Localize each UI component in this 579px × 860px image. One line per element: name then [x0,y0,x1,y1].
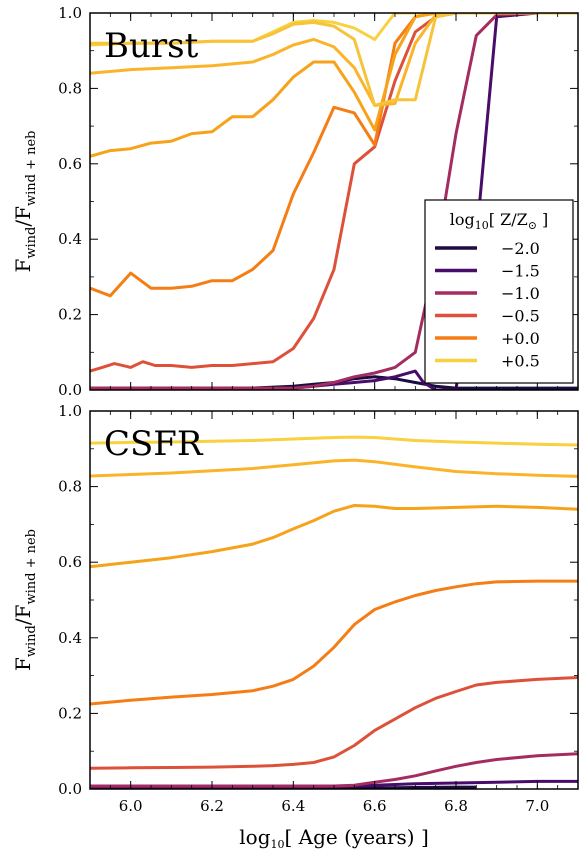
x-tick-label: 6.6 [363,797,387,815]
y-tick-label: 1.0 [58,4,82,22]
panel-csfr: 6.0 6.2 6.4 6.6 6.8 7.0 0.0 0.2 0.4 0.6 0.8 1.0 CSFR… [11,402,579,815]
y-tick-label: 0.4 [58,629,82,647]
legend-entry: −2.0 [501,239,540,258]
series-line-7 [90,13,578,107]
y-tick-label: 0.4 [58,230,82,248]
y-tick-label: 0.8 [58,79,82,97]
y-axis-label: Fwind/Fwind + neb [11,130,39,272]
y-tick-label: 0.6 [58,553,82,571]
y-tick-label: 0.6 [58,155,82,173]
legend-entry: +0.5 [501,352,540,371]
panel-burst: 0.0 0.2 0.4 0.6 0.8 1.0 Burst Fwind/Fwind + neb… [11,4,579,399]
panel-title: CSFR [104,424,204,464]
y-tick-label: 1.0 [58,402,82,420]
x-tick-label: 6.0 [119,797,143,815]
series-line-4 [90,579,578,706]
legend-entry: −1.5 [501,262,540,281]
legend-title: log10[ Z/Z⊙ ] [450,210,549,232]
y-tick-label: 0.2 [58,306,82,324]
y-tick-label: 0.8 [58,478,82,496]
legend-entry: +0.0 [501,329,540,348]
legend-entry: −0.5 [501,307,540,326]
series-line-5 [90,504,578,569]
y-tick-label: 0.0 [58,381,82,399]
y-tick-label: 0.2 [58,704,82,722]
y-axis-label: Fwind/Fwind + neb [11,529,39,671]
legend-entry: −1.0 [501,284,540,303]
series-group [90,435,578,789]
series-line-6 [90,13,578,158]
series-line-6 [90,458,578,478]
axes-frame [89,410,579,790]
x-tick-label: 6.2 [200,797,224,815]
series-line-2 [90,13,578,390]
series-line-7 [90,435,578,447]
legend: log10[ Z/Z⊙ ] −2.0 −1.5 −1.0 −0.5 +0.0 +0.5 [424,199,574,384]
x-axis-label: log10[ Age (years) ] [239,825,429,851]
series-line-4 [90,13,578,298]
panel-title: Burst [104,26,199,66]
y-tick-label: 0.0 [58,780,82,798]
series-line-3 [90,676,578,770]
series-line-2 [90,752,578,788]
series-line-8 [90,13,578,107]
x-tick-label: 6.8 [444,797,468,815]
x-tick-label: 7.0 [525,797,549,815]
x-tick-label: 6.4 [281,797,305,815]
series-line-3 [90,13,578,373]
